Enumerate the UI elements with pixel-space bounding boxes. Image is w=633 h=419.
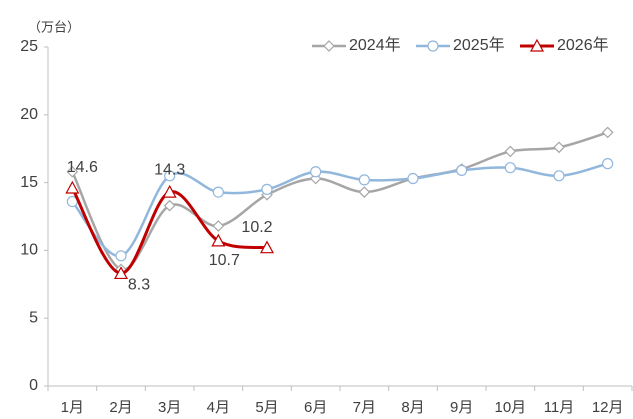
data-label: 10.7 (209, 252, 240, 269)
x-tick-label: 9月 (450, 399, 473, 416)
marker (323, 40, 335, 52)
marker (358, 186, 371, 198)
x-tick-label: 10月 (494, 399, 526, 416)
data-label: 14.6 (67, 159, 98, 176)
y-tick-label: 15 (20, 174, 38, 191)
marker (602, 158, 614, 170)
marker (553, 170, 565, 182)
marker (407, 172, 419, 185)
marker (261, 183, 273, 195)
x-tick-label: 4月 (207, 399, 230, 416)
y-tick-label: 10 (20, 242, 38, 259)
x-tick-label: 6月 (304, 399, 327, 416)
y-tick-label: 0 (29, 377, 38, 394)
x-tick-label: 2月 (109, 399, 132, 416)
legend-label: 2026年 (557, 36, 609, 54)
marker (66, 165, 79, 178)
marker (358, 174, 370, 186)
x-tick-label: 5月 (255, 399, 278, 416)
series-line (71, 162, 608, 258)
legend-label: 2024年 (349, 36, 401, 54)
marker (504, 145, 517, 158)
marker (65, 180, 80, 194)
marker (529, 38, 545, 52)
x-tick-label: 7月 (353, 399, 376, 416)
marker (164, 170, 176, 182)
y-tick-label: 25 (20, 38, 38, 55)
marker (162, 184, 177, 198)
marker (115, 250, 127, 262)
marker (504, 162, 516, 174)
y-tick-label: 5 (29, 309, 38, 326)
x-tick-label: 1月 (61, 399, 84, 416)
x-tick-label: 11月 (544, 399, 575, 416)
y-tick-label: 20 (20, 106, 38, 123)
marker (212, 186, 224, 198)
marker (163, 199, 176, 212)
marker (553, 141, 565, 154)
x-tick-label: 12月 (592, 399, 624, 416)
data-label: 10.2 (241, 219, 272, 236)
data-label: 14.3 (154, 161, 185, 178)
marker (310, 166, 322, 178)
marker (113, 266, 129, 280)
marker (601, 126, 614, 139)
marker (212, 220, 225, 232)
x-tick-label: 8月 (401, 399, 424, 416)
marker (456, 164, 468, 176)
marker (427, 40, 439, 52)
marker (259, 240, 275, 254)
data-label: 8.3 (128, 277, 150, 294)
unit-label: （万台） (28, 19, 80, 34)
x-tick-label: 3月 (158, 399, 181, 416)
marker (211, 233, 226, 247)
legend-label: 2025年 (453, 36, 505, 54)
